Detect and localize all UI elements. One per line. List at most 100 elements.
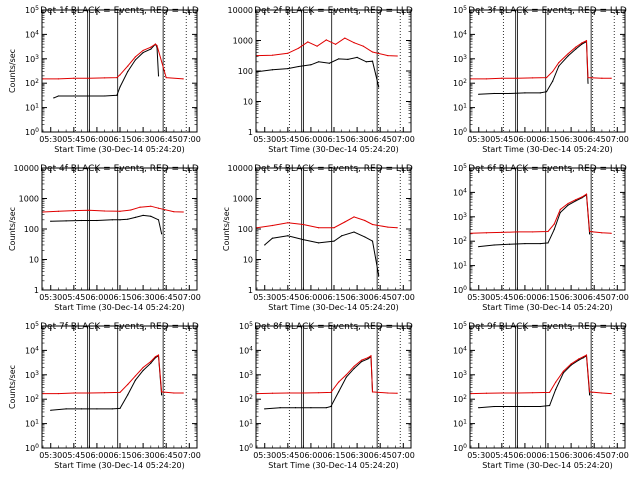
x-tick-label: 05:45 bbox=[490, 135, 513, 144]
lld-data-point bbox=[396, 55, 398, 57]
x-axis-label: Start Time (30-Dec-14 05:24:20) bbox=[54, 145, 185, 154]
y-tick-label: 10000 bbox=[14, 164, 39, 173]
lld-data-point bbox=[182, 211, 184, 213]
detector-panel: 1 10 100 1000 10000 05:30 05:45 06:00 06:15 06:30… bbox=[8, 164, 201, 312]
lld-data-point bbox=[610, 392, 612, 395]
lld-data-point bbox=[157, 207, 160, 209]
lld-data-point bbox=[318, 392, 320, 394]
events-data-point bbox=[127, 394, 129, 396]
lld-data-point bbox=[88, 209, 90, 211]
x-tick-label: 06:00 bbox=[85, 135, 108, 144]
lld-data-point bbox=[119, 74, 121, 76]
lld-data-point bbox=[516, 231, 518, 233]
x-tick-label: 06:45 bbox=[583, 293, 606, 302]
events-data-point bbox=[150, 48, 152, 50]
y-tick-label: 103 bbox=[453, 54, 467, 64]
lld-data-point bbox=[316, 45, 318, 47]
y-axis-label: Counts/sec bbox=[222, 207, 231, 251]
lld-data-point bbox=[42, 392, 44, 395]
lld-data-point bbox=[501, 77, 503, 79]
x-tick-label: 06:45 bbox=[583, 135, 606, 144]
lld-data-point bbox=[361, 359, 363, 361]
events-data-point bbox=[539, 92, 541, 94]
lld-data-point bbox=[575, 46, 577, 48]
events-data-point bbox=[478, 93, 480, 95]
y-tick-label: 103 bbox=[239, 370, 253, 380]
x-axis-label: Start Time (30-Dec-14 05:24:20) bbox=[268, 303, 399, 312]
y-tick-label: 105 bbox=[453, 5, 467, 15]
x-tick-label: 05:45 bbox=[62, 293, 85, 302]
lld-data-point bbox=[287, 52, 289, 54]
x-tick-label: 06:30 bbox=[132, 293, 155, 302]
events-data-point bbox=[119, 219, 121, 221]
y-tick-label: 104 bbox=[239, 345, 253, 355]
lld-data-point bbox=[601, 232, 603, 234]
x-tick-label: 06:30 bbox=[132, 451, 155, 460]
lld-data-point bbox=[271, 392, 274, 394]
panel-title: Det 1f BLACK = Events, RED = LLD bbox=[40, 6, 199, 16]
plot-frame bbox=[41, 167, 198, 291]
y-tick-label: 100 bbox=[453, 443, 467, 453]
lld-data-point bbox=[307, 41, 309, 43]
x-axis-label: Start Time (30-Dec-14 05:24:20) bbox=[268, 461, 399, 470]
lld-data-point bbox=[271, 224, 274, 227]
x-tick-label: 05:30 bbox=[39, 293, 62, 302]
plot-frame bbox=[469, 167, 626, 291]
panel-title: Det 7f BLACK = Events, RED = LLD bbox=[40, 322, 199, 332]
x-tick-label: 06:00 bbox=[513, 451, 536, 460]
plot-frame bbox=[469, 325, 626, 449]
events-data-point bbox=[361, 360, 363, 363]
lld-data-point bbox=[345, 374, 347, 376]
x-axis-label: Start Time (30-Dec-14 05:24:20) bbox=[482, 461, 613, 470]
lld-data-point bbox=[182, 78, 184, 80]
lld-data-point bbox=[470, 392, 472, 395]
detector-panel: 1 10 100 1000 10000 05:30 05:45 06:00 06:15 06:30… bbox=[228, 6, 415, 154]
events-data-point bbox=[271, 237, 274, 239]
events-data-point bbox=[96, 408, 98, 410]
lld-data-point bbox=[42, 211, 44, 213]
lld-data-point bbox=[344, 37, 346, 39]
lld-data-point bbox=[165, 76, 167, 79]
events-series-line bbox=[478, 354, 591, 409]
x-tick-label: 06:15 bbox=[536, 293, 559, 302]
lld-data-point bbox=[562, 370, 565, 372]
events-data-point bbox=[371, 240, 374, 242]
events-data-point bbox=[582, 357, 585, 359]
x-tick-label: 05:30 bbox=[39, 451, 62, 460]
x-tick-label: 06:15 bbox=[108, 293, 131, 302]
lld-data-point bbox=[353, 216, 355, 218]
lld-data-point bbox=[130, 209, 132, 211]
x-tick-label: 05:45 bbox=[490, 451, 513, 460]
lld-series-line bbox=[43, 43, 184, 80]
lld-data-point bbox=[610, 77, 612, 79]
x-axis-label: Start Time (30-Dec-14 05:24:20) bbox=[482, 303, 613, 312]
events-data-point bbox=[575, 48, 577, 50]
events-data-point bbox=[353, 231, 355, 233]
events-data-point bbox=[328, 62, 330, 64]
events-data-point bbox=[104, 95, 106, 97]
x-tick-label: 06:45 bbox=[369, 135, 392, 144]
events-data-point bbox=[264, 244, 266, 246]
events-data-point bbox=[567, 55, 569, 57]
y-tick-label: 100 bbox=[25, 443, 39, 453]
events-series-line bbox=[478, 193, 591, 248]
events-data-point bbox=[581, 43, 583, 45]
events-data-point bbox=[119, 86, 121, 88]
events-data-point bbox=[271, 69, 274, 71]
events-data-point bbox=[294, 407, 297, 409]
events-data-point bbox=[378, 274, 380, 277]
lld-data-point bbox=[73, 392, 75, 394]
events-data-point bbox=[287, 235, 289, 237]
lld-series-line bbox=[471, 39, 612, 80]
lld-data-point bbox=[387, 54, 389, 57]
events-data-point bbox=[347, 58, 349, 61]
events-data-point bbox=[367, 358, 369, 360]
lld-series-line bbox=[470, 193, 612, 234]
lld-data-point bbox=[553, 223, 555, 225]
events-data-point bbox=[310, 64, 312, 66]
events-data-point bbox=[160, 233, 163, 235]
x-tick-label: 05:45 bbox=[276, 451, 299, 460]
lld-data-point bbox=[142, 366, 144, 369]
lld-data-point bbox=[154, 43, 157, 45]
